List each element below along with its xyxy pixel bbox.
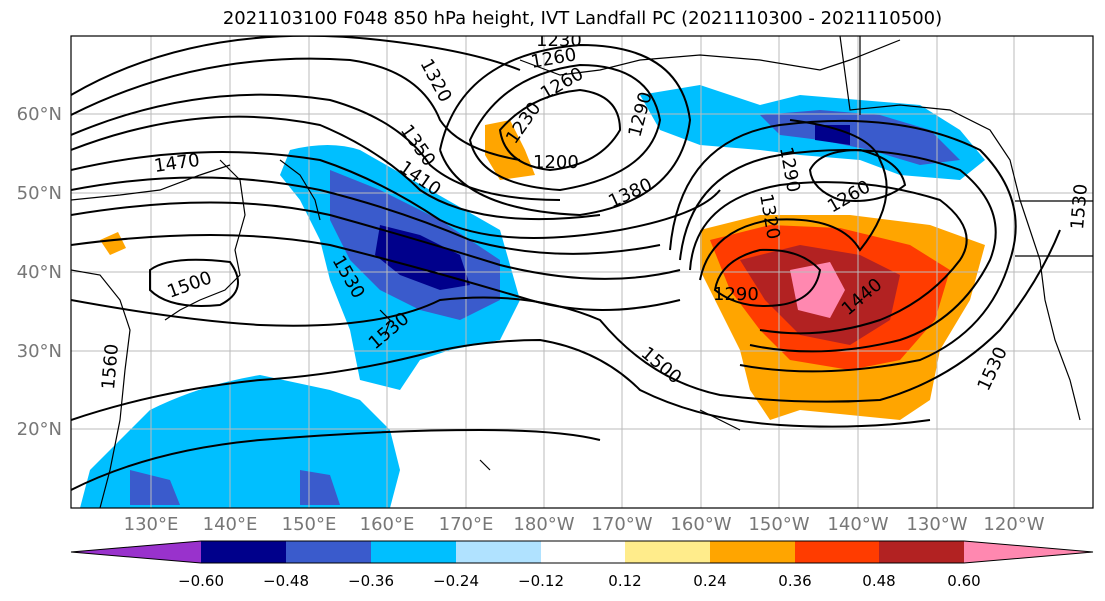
colorbar-tick-label: 0.12: [608, 572, 642, 590]
colorbar-swatch: [964, 541, 1093, 563]
lat-tick-label: 30°N: [16, 341, 62, 362]
colorbar-swatch: [625, 541, 710, 563]
colorbar-swatch: [371, 541, 456, 563]
colorbar-swatch: [286, 541, 371, 563]
map-frame: [70, 35, 1094, 509]
colorbar-swatch: [541, 541, 625, 563]
map-title: 2021103100 F048 850 hPa height, IVT Land…: [222, 8, 943, 29]
negative-anomaly-region-west-pacific: [280, 145, 520, 390]
lon-tick-label: 170°W: [591, 514, 653, 535]
lon-tick-label: 140°E: [202, 514, 258, 535]
lat-tick-label: 20°N: [16, 419, 62, 440]
colorbar-swatch: [879, 541, 964, 563]
contour-label: 1290: [713, 284, 759, 305]
lat-tick-label: 50°N: [16, 183, 62, 204]
lon-tick-label: 140°W: [827, 514, 889, 535]
positive-anomaly-small-region: [100, 120, 535, 255]
contour-label: 1230: [536, 30, 582, 51]
height-contours: [71, 36, 1061, 491]
lon-tick-label: 150°E: [281, 514, 337, 535]
lon-tick-label: 130°E: [123, 514, 179, 535]
lat-tick-label: 60°N: [16, 104, 62, 125]
contour-label: 1530: [1067, 183, 1092, 230]
colorbar-swatch: [201, 541, 286, 563]
colorbar-tick-label: 0.60: [947, 572, 981, 590]
lon-tick-label: 120°W: [983, 514, 1045, 535]
colorbar-swatch: [456, 541, 541, 563]
contour-label: 1560: [98, 343, 123, 390]
colorbar-swatch: [710, 541, 795, 563]
colorbar-frame: [70, 540, 1094, 564]
lon-tick-label: 160°E: [359, 514, 415, 535]
lon-tick-label: 180°W: [513, 514, 575, 535]
colorbar-swatch: [71, 541, 201, 563]
colorbar-tick-label: −0.36: [348, 572, 394, 590]
colorbar-tick-label: −0.60: [178, 572, 224, 590]
colorbar-tick-label: −0.24: [433, 572, 479, 590]
lon-tick-label: 170°E: [438, 514, 494, 535]
colorbar-tick-label: −0.48: [263, 572, 309, 590]
colorbar-swatch: [795, 541, 879, 563]
lon-tick-label: 160°W: [670, 514, 732, 535]
lon-tick-label: 130°W: [906, 514, 968, 535]
colorbar: [70, 540, 1094, 564]
colorbar-tick-label: −0.12: [518, 572, 564, 590]
contour-label: 1200: [533, 152, 579, 173]
colorbar-tick-label: 0.48: [862, 572, 896, 590]
lon-tick-label: 150°W: [748, 514, 810, 535]
colorbar-tick-label: 0.24: [693, 572, 727, 590]
colorbar-tick-label: 0.36: [778, 572, 812, 590]
lat-tick-label: 40°N: [16, 262, 62, 283]
